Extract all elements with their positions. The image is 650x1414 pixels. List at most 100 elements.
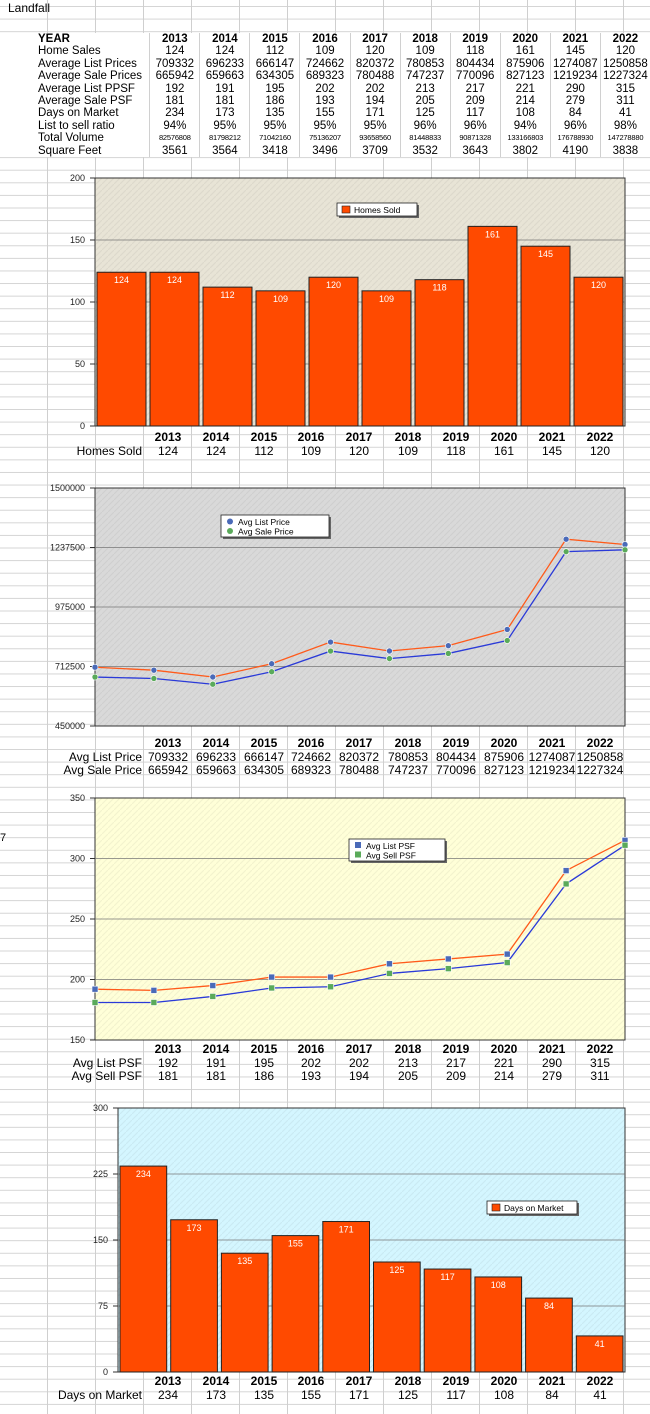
x-tick-label: 2015 (250, 430, 278, 444)
bar-data-label: 161 (485, 229, 500, 239)
x-tick-label: 2020 (490, 1374, 518, 1388)
header-year: 2015 (249, 33, 300, 46)
stats-table: YEAR 2013 2014 2015 2016 2017 2018 2019 2020 2021… (0, 33, 650, 158)
data-point (268, 668, 275, 676)
data-point (268, 984, 275, 992)
table-cell: 202 (349, 82, 401, 96)
chart-3: 150 200 250 300 350 Avg List PSF Avg Sell PSF (0, 792, 650, 1053)
table-cell: 108 (499, 107, 551, 120)
bar-data-label: 41 (595, 1339, 605, 1349)
chart-row-value: 290 (541, 1056, 563, 1070)
chart-row-value: 634305 (243, 763, 285, 777)
table-cell: 3418 (249, 144, 300, 158)
table-cell: 3838 (599, 144, 650, 158)
y-tick-label: 150 (70, 235, 85, 245)
chart-row-value: 161 (493, 444, 515, 458)
legend-swatch (227, 518, 233, 525)
table-cell: 311 (599, 95, 650, 108)
table-cell: 155 (299, 107, 351, 120)
table-row: List to sell ratio 94% 95% 95% 95% 95% 96% 96% 9… (0, 119, 650, 133)
x-tick-label: 2019 (442, 430, 470, 444)
header-year: 2019 (449, 33, 501, 46)
x-tick-label: 2020 (490, 430, 518, 444)
y-tick-label: 450000 (55, 721, 85, 731)
x-tick-label: 2014 (202, 430, 230, 444)
x-tick-label: 2015 (250, 736, 278, 750)
table-row: Average Sale Prices 665942 659663 634305 689… (0, 70, 650, 83)
chart-row-value: 120 (348, 444, 370, 458)
edge-cell-fragment: 7 (0, 832, 7, 844)
table-cell: 181 (149, 95, 200, 108)
row-label: Average Sale PSF (38, 95, 133, 108)
bar (322, 1221, 370, 1373)
data-point (91, 663, 99, 671)
chart-row-value: 780853 (387, 750, 429, 764)
chart-row-value: 181 (205, 1069, 227, 1083)
table-cell: 193 (299, 95, 351, 108)
table-cell: 181 (199, 95, 250, 108)
table-cell: 95% (349, 119, 401, 133)
legend-swatch (491, 1203, 501, 1212)
table-cell: 1227324 (599, 70, 650, 83)
series-line (94, 538, 626, 678)
data-point (445, 965, 452, 972)
y-tick-label: 1237500 (50, 543, 85, 553)
x-tick-label: 2016 (297, 1042, 325, 1056)
chart-row-value: 234 (157, 1388, 179, 1402)
chart-row-value: 202 (300, 1056, 322, 1070)
y-tick-label: 1500000 (50, 483, 85, 493)
data-point (503, 637, 511, 644)
table-cell: 124 (199, 45, 250, 58)
x-tick-label: 2022 (586, 1374, 614, 1388)
legend-box (348, 838, 446, 862)
bar (170, 1219, 218, 1373)
x-tick-label: 2020 (490, 1042, 518, 1056)
table-cell: 217 (449, 82, 501, 96)
x-tick-label: 2013 (154, 1042, 182, 1056)
chart-row-value: 315 (589, 1056, 611, 1070)
bar (308, 276, 359, 427)
table-cell: 81798212 (199, 132, 250, 145)
header-year: 2014 (199, 33, 250, 46)
bar (220, 1252, 269, 1373)
table-cell: 659663 (199, 70, 250, 83)
legend-swatch (341, 205, 351, 214)
chart-row-value: 689323 (290, 763, 332, 777)
row-label: Average List Prices (38, 57, 137, 70)
table-row: Average List PPSF 192 191 195 202 202 213 217 22… (0, 82, 650, 96)
table-row: Home Sales 124 124 112 109 120 109 118 161 145 120 (0, 45, 650, 58)
y-tick-label: 300 (70, 854, 85, 864)
y-tick-label: 150 (70, 1035, 85, 1045)
header-year: 2013 (149, 33, 200, 46)
bar-data-label: 171 (339, 1225, 354, 1235)
y-tick-label: 712500 (55, 662, 85, 672)
table-cell: 96% (449, 119, 501, 133)
table-cell: 221 (499, 82, 551, 96)
y-tick-label: 0 (103, 1367, 108, 1377)
y-tick-label: 200 (70, 975, 85, 985)
table-cell: 133166803 (499, 132, 551, 145)
chart-row-value: 820372 (338, 750, 380, 764)
table-cell: 3532 (399, 144, 451, 158)
bar (474, 1276, 523, 1373)
chart-svg: 0 50 100 150 200 124 124 112 109 120 109 118 161 145 1… (70, 173, 626, 431)
data-point (209, 680, 217, 688)
data-point (209, 673, 217, 681)
bar-data-label: 234 (136, 1169, 151, 1179)
legend-swatch (227, 528, 233, 534)
table-row: Total Volume 82576808 81798212 71042160 7513… (0, 132, 650, 145)
table-cell: 290 (549, 82, 601, 96)
table-cell: 98% (599, 119, 650, 133)
chart-row-value: 747237 (387, 763, 429, 777)
chart-row-value: 191 (205, 1056, 227, 1070)
chart-row-value: 155 (300, 1388, 322, 1402)
chart-row-value: 120 (589, 444, 611, 458)
row-label: Square Feet (38, 144, 102, 157)
chart-row-value: 827123 (483, 763, 525, 777)
x-tick-label: 2013 (154, 1374, 182, 1388)
chart-row-value: 724662 (290, 750, 332, 764)
x-tick-label: 2016 (297, 1374, 325, 1388)
bar-data-label: 135 (237, 1256, 252, 1266)
table-cell: 93658560 (349, 132, 401, 145)
